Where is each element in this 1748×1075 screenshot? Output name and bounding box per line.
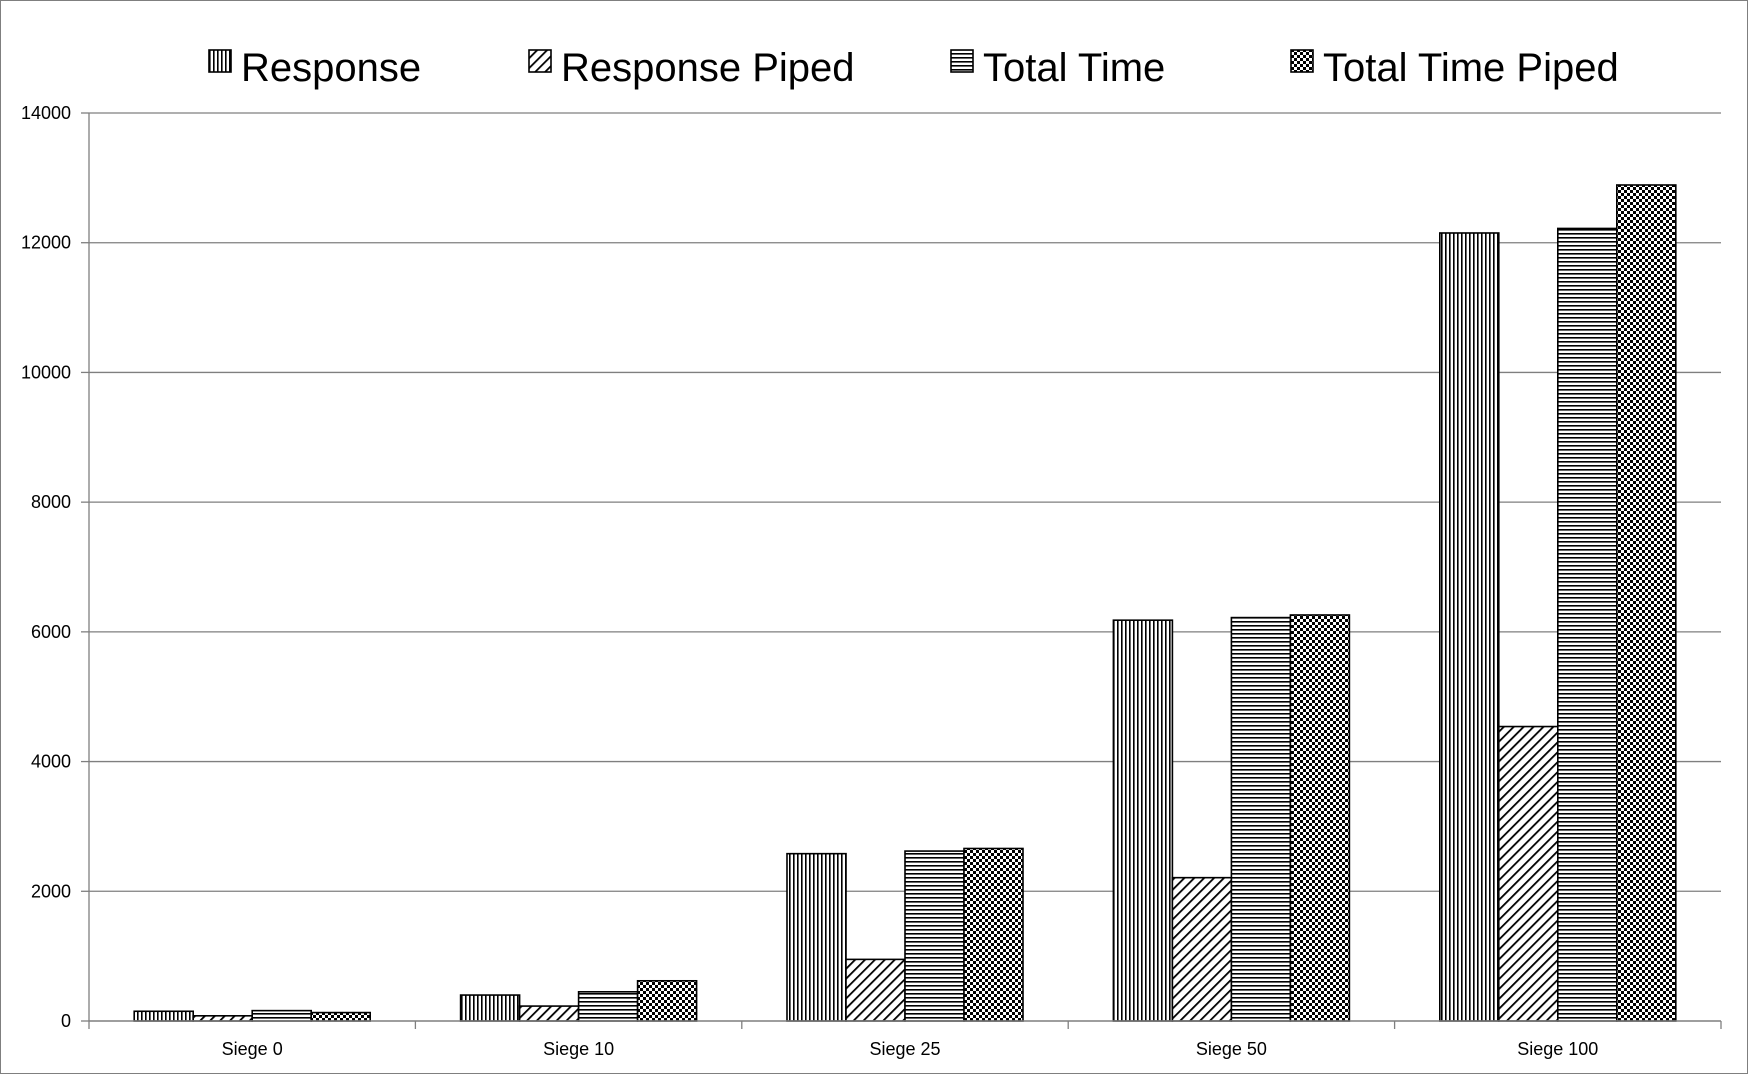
legend-swatch-total-time — [950, 49, 974, 73]
y-tick-label: 6000 — [31, 622, 71, 642]
bar-response-siege-25 — [786, 852, 847, 1022]
bar-response-piped-siege-25 — [845, 958, 906, 1022]
legend-label: Response — [241, 46, 421, 90]
legend-label: Total Time Piped — [1323, 46, 1619, 90]
x-axis — [88, 1020, 1722, 1029]
legend-swatch-response-piped — [528, 49, 552, 73]
legend-item-response-piped: Response Piped — [528, 46, 855, 90]
legend-label: Total Time — [983, 46, 1165, 90]
x-tick-label: Siege 50 — [1196, 1039, 1267, 1059]
legend-item-total-time-piped: Total Time Piped — [1290, 46, 1619, 90]
legend-swatch-total-time-piped — [1290, 49, 1314, 73]
y-tick-label: 12000 — [21, 233, 71, 253]
y-tick-label: 2000 — [31, 881, 71, 901]
bar-total-time-piped-siege-10 — [636, 979, 698, 1022]
y-tick-label: 8000 — [31, 492, 71, 512]
y-tick-label: 10000 — [21, 362, 71, 382]
bar-response-siege-50 — [1112, 619, 1174, 1022]
bars — [133, 184, 1677, 1022]
legend-swatch-response — [208, 49, 232, 73]
bar-response-piped-siege-100 — [1498, 725, 1559, 1022]
bar-response-piped-siege-10 — [518, 1005, 580, 1022]
bar-total-time-siege-100 — [1557, 227, 1618, 1022]
bar-response-piped-siege-0 — [192, 1015, 253, 1022]
y-axis-tick-labels: 0 2000 4000 6000 8000 10000 12000 14000 — [21, 103, 71, 1031]
y-tick-label: 0 — [61, 1011, 71, 1031]
bar-response-siege-0 — [133, 1010, 194, 1022]
x-tick-label: Siege 10 — [543, 1039, 614, 1059]
bar-response-siege-100 — [1439, 232, 1500, 1022]
bar-total-time-piped-siege-0 — [310, 1011, 372, 1022]
x-tick-label: Siege 25 — [869, 1039, 940, 1059]
legend-label: Response Piped — [561, 46, 855, 90]
bar-total-time-siege-0 — [251, 1009, 312, 1022]
bar-response-siege-10 — [459, 994, 521, 1022]
bar-response-piped-siege-50 — [1171, 876, 1233, 1022]
x-tick-label: Siege 0 — [222, 1039, 283, 1059]
bar-total-time-piped-siege-25 — [963, 847, 1024, 1022]
bar-total-time-siege-25 — [904, 850, 965, 1022]
x-tick-label: Siege 100 — [1517, 1039, 1598, 1059]
bar-total-time-siege-10 — [577, 991, 639, 1022]
legend-item-response: Response — [208, 46, 421, 90]
y-tick-label: 14000 — [21, 103, 71, 123]
y-tick-label: 4000 — [31, 752, 71, 772]
legend: Response Response Piped Total Time Total Ti… — [208, 46, 1619, 90]
legend-item-total-time: Total Time — [950, 46, 1165, 90]
x-axis-tick-labels: Siege 0 Siege 10 Siege 25 Siege 50 Siege 100 — [222, 1039, 1599, 1059]
bar-total-time-piped-siege-100 — [1616, 184, 1677, 1022]
bar-total-time-piped-siege-50 — [1289, 614, 1351, 1022]
bar-total-time-siege-50 — [1230, 616, 1292, 1022]
